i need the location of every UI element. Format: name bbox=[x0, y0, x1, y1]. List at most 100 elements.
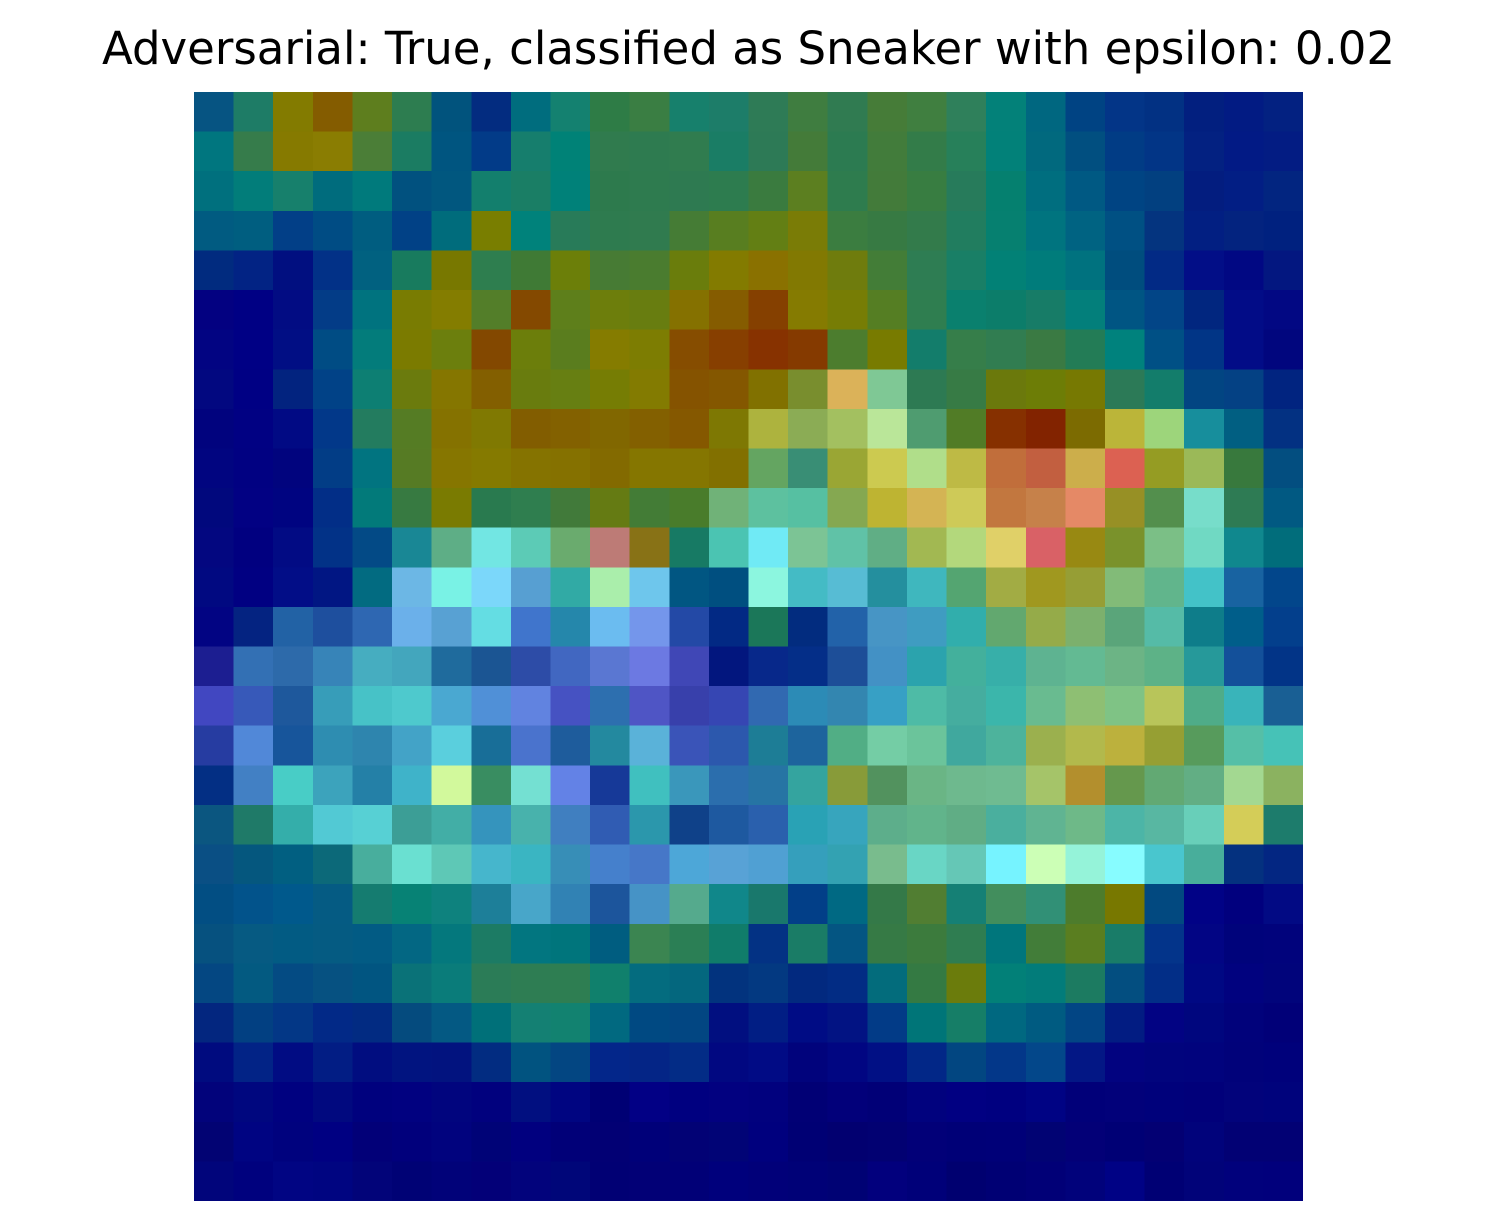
heatmap-cell-r16-c9 bbox=[550, 725, 591, 766]
heatmap-cell-r2-c11 bbox=[629, 171, 670, 212]
heatmap-cell-r16-c16 bbox=[827, 725, 868, 766]
heatmap-cell-r24-c1 bbox=[233, 1042, 274, 1083]
heatmap-cell-r17-c23 bbox=[1104, 765, 1146, 806]
heatmap-cell-r19-c13 bbox=[708, 844, 750, 885]
heatmap-cell-r10-c4 bbox=[352, 488, 393, 529]
heatmap-cell-r14-c18 bbox=[906, 646, 948, 687]
heatmap-cell-r10-c13 bbox=[708, 488, 750, 529]
heatmap-cell-r19-c20 bbox=[986, 844, 1027, 885]
heatmap-cell-r21-c16 bbox=[827, 923, 868, 964]
heatmap-cell-r25-c6 bbox=[431, 1082, 472, 1123]
heatmap-cell-r19-c0 bbox=[194, 844, 235, 885]
heatmap-cell-r15-c22 bbox=[1065, 686, 1106, 727]
heatmap-cell-r9-c4 bbox=[352, 448, 393, 489]
heatmap-cell-r20-c23 bbox=[1104, 884, 1146, 925]
heatmap-cell-r17-c8 bbox=[510, 765, 552, 806]
heatmap-cell-r13-c10 bbox=[590, 606, 631, 648]
heatmap-cell-r14-c21 bbox=[1025, 646, 1066, 687]
heatmap-cell-r7-c17 bbox=[867, 369, 908, 410]
heatmap-cell-r4-c10 bbox=[590, 250, 631, 291]
heatmap-cell-r10-c7 bbox=[471, 488, 512, 529]
heatmap-cell-r18-c13 bbox=[708, 804, 750, 846]
heatmap-cell-r23-c27 bbox=[1263, 1002, 1303, 1044]
heatmap-cell-r17-c19 bbox=[946, 765, 987, 806]
heatmap-cell-r11-c9 bbox=[550, 527, 591, 568]
heatmap-cell-r2-c4 bbox=[352, 171, 393, 212]
heatmap-cell-r26-c27 bbox=[1263, 1121, 1303, 1162]
heatmap-cell-r24-c0 bbox=[194, 1042, 235, 1083]
heatmap-cell-r27-c16 bbox=[827, 1161, 868, 1201]
heatmap-cell-r1-c9 bbox=[550, 131, 591, 172]
heatmap-cell-r21-c12 bbox=[669, 923, 710, 964]
heatmap-cell-r26-c7 bbox=[471, 1121, 512, 1162]
heatmap-cell-r11-c21 bbox=[1025, 527, 1066, 568]
heatmap-cell-r12-c14 bbox=[748, 567, 789, 608]
heatmap-cell-r3-c2 bbox=[273, 210, 314, 252]
heatmap-cell-r17-c27 bbox=[1263, 765, 1303, 806]
heatmap-cell-r24-c8 bbox=[510, 1042, 552, 1083]
heatmap-cell-r21-c13 bbox=[708, 923, 750, 964]
heatmap-cell-r1-c26 bbox=[1223, 131, 1264, 172]
heatmap-cell-r24-c17 bbox=[867, 1042, 908, 1083]
heatmap-cell-r19-c26 bbox=[1223, 844, 1264, 885]
heatmap-cell-r19-c23 bbox=[1104, 844, 1146, 885]
heatmap-cell-r7-c24 bbox=[1144, 369, 1185, 410]
heatmap-cell-r15-c24 bbox=[1144, 686, 1185, 727]
heatmap-cell-r18-c27 bbox=[1263, 804, 1303, 846]
heatmap-cell-r14-c12 bbox=[669, 646, 710, 687]
heatmap-cell-r12-c21 bbox=[1025, 567, 1066, 608]
heatmap-cell-r13-c4 bbox=[352, 606, 393, 648]
heatmap-cell-r5-c2 bbox=[273, 290, 314, 331]
heatmap-cell-r22-c4 bbox=[352, 963, 393, 1004]
heatmap-cell-r11-c23 bbox=[1104, 527, 1146, 568]
heatmap-cell-r27-c10 bbox=[590, 1161, 631, 1201]
heatmap-cell-r0-c2 bbox=[273, 92, 314, 133]
heatmap-cell-r26-c24 bbox=[1144, 1121, 1185, 1162]
heatmap-cell-r25-c21 bbox=[1025, 1082, 1066, 1123]
heatmap-cell-r23-c9 bbox=[550, 1002, 591, 1044]
heatmap-cell-r20-c11 bbox=[629, 884, 670, 925]
heatmap-cell-r5-c18 bbox=[906, 290, 948, 331]
heatmap-cell-r3-c7 bbox=[471, 210, 512, 252]
heatmap-cell-r16-c7 bbox=[471, 725, 512, 766]
heatmap-cell-r20-c25 bbox=[1184, 884, 1225, 925]
heatmap-cell-r11-c15 bbox=[788, 527, 829, 568]
heatmap-cell-r14-c22 bbox=[1065, 646, 1106, 687]
heatmap-cell-r8-c20 bbox=[986, 408, 1027, 450]
heatmap-cell-r27-c12 bbox=[669, 1161, 710, 1201]
heatmap-cell-r23-c19 bbox=[946, 1002, 987, 1044]
heatmap-cell-r22-c6 bbox=[431, 963, 472, 1004]
heatmap-cell-r11-c6 bbox=[431, 527, 472, 568]
heatmap-cell-r11-c18 bbox=[906, 527, 948, 568]
heatmap-cell-r24-c15 bbox=[788, 1042, 829, 1083]
heatmap-cell-r21-c9 bbox=[550, 923, 591, 964]
heatmap-cell-r18-c22 bbox=[1065, 804, 1106, 846]
heatmap-cell-r22-c25 bbox=[1184, 963, 1225, 1004]
heatmap-cell-r17-c18 bbox=[906, 765, 948, 806]
heatmap-cell-r22-c20 bbox=[986, 963, 1027, 1004]
heatmap-cell-r11-c2 bbox=[273, 527, 314, 568]
heatmap-cell-r0-c9 bbox=[550, 92, 591, 133]
heatmap-cell-r6-c26 bbox=[1223, 329, 1264, 370]
heatmap-cell-r15-c25 bbox=[1184, 686, 1225, 727]
heatmap-cell-r9-c23 bbox=[1104, 448, 1146, 489]
heatmap-cell-r8-c3 bbox=[312, 408, 354, 450]
heatmap-cell-r5-c19 bbox=[946, 290, 987, 331]
heatmap-cell-r23-c4 bbox=[352, 1002, 393, 1044]
heatmap-cell-r2-c25 bbox=[1184, 171, 1225, 212]
heatmap-cell-r18-c19 bbox=[946, 804, 987, 846]
heatmap-cell-r26-c16 bbox=[827, 1121, 868, 1162]
heatmap-cell-r21-c6 bbox=[431, 923, 472, 964]
heatmap-cell-r18-c12 bbox=[669, 804, 710, 846]
heatmap-cell-r13-c26 bbox=[1223, 606, 1264, 648]
heatmap-cell-r20-c16 bbox=[827, 884, 868, 925]
heatmap-cell-r23-c24 bbox=[1144, 1002, 1185, 1044]
heatmap-cell-r9-c6 bbox=[431, 448, 472, 489]
heatmap-cell-r8-c22 bbox=[1065, 408, 1106, 450]
heatmap-cell-r27-c8 bbox=[510, 1161, 552, 1201]
heatmap-cell-r4-c7 bbox=[471, 250, 512, 291]
heatmap-cell-r7-c4 bbox=[352, 369, 393, 410]
heatmap-cell-r13-c14 bbox=[748, 606, 789, 648]
heatmap-cell-r10-c21 bbox=[1025, 488, 1066, 529]
heatmap-cell-r0-c5 bbox=[392, 92, 433, 133]
